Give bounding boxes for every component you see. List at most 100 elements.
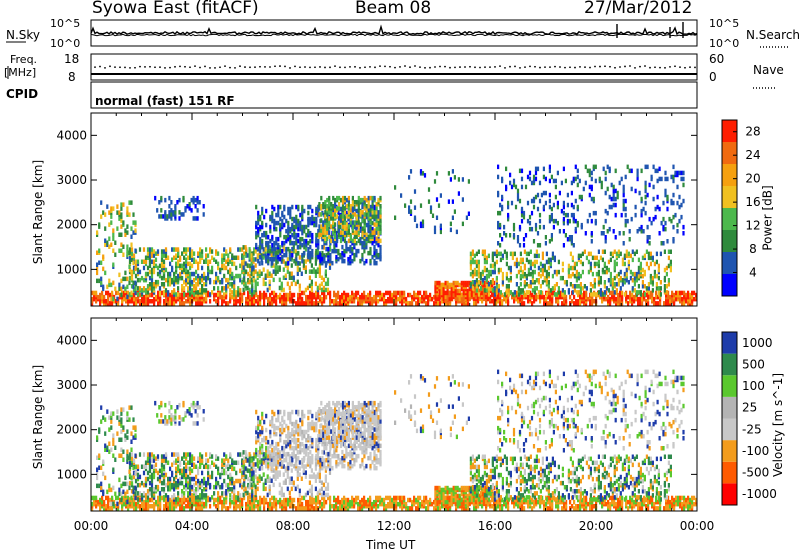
heatmap-cell — [682, 198, 685, 204]
heatmap-cell — [637, 269, 640, 275]
heatmap-cell — [100, 260, 103, 265]
heatmap-cell — [628, 229, 631, 234]
heatmap-cell — [235, 273, 238, 279]
heatmap-cell — [445, 504, 448, 509]
heatmap-cell — [482, 290, 486, 296]
heatmap-cell — [170, 212, 173, 217]
heatmap-cell — [671, 296, 674, 302]
heatmap-cell — [275, 220, 278, 226]
heatmap-cell — [114, 286, 117, 292]
heatmap-cell — [467, 211, 470, 216]
heatmap-cell — [361, 299, 364, 304]
heatmap-cell — [375, 226, 378, 231]
heatmap-cell — [116, 204, 119, 209]
heatmap-cell — [587, 259, 590, 265]
heatmap-cell — [473, 259, 476, 265]
heatmap-cell — [186, 204, 189, 209]
heatmap-cell — [126, 276, 129, 282]
heatmap-cell — [475, 259, 478, 265]
heatmap-cell — [383, 296, 386, 302]
heatmap-cell — [195, 499, 198, 505]
heatmap-cell — [531, 269, 534, 275]
freq-dot — [659, 66, 661, 69]
heatmap-cell — [187, 247, 190, 252]
heatmap-cell — [622, 241, 625, 246]
heatmap-cell — [313, 216, 316, 222]
heatmap-cell — [267, 296, 270, 302]
heatmap-cell — [501, 204, 504, 210]
heatmap-cell — [148, 275, 152, 281]
heatmap-cell — [615, 296, 618, 302]
heatmap-cell — [341, 195, 345, 201]
heatmap-cell — [336, 214, 339, 219]
heatmap-cell — [345, 497, 348, 503]
heatmap-cell — [357, 226, 360, 231]
heatmap-cell — [655, 251, 658, 257]
heatmap-cell — [634, 188, 637, 194]
heatmap-cell — [438, 280, 441, 286]
freq-dot — [194, 65, 196, 67]
heatmap-cell — [442, 286, 445, 292]
heatmap-cell — [225, 265, 228, 271]
heatmap-cell — [115, 504, 118, 509]
heatmap-cell — [535, 278, 538, 283]
heatmap-cell — [413, 205, 417, 210]
heatmap-cell — [307, 499, 310, 505]
heatmap-cell — [217, 504, 220, 509]
heatmap-cell — [201, 288, 204, 293]
heatmap-cell — [190, 197, 193, 203]
heatmap-cell — [309, 290, 312, 296]
heatmap-cell — [541, 290, 544, 296]
heatmap-cell — [281, 240, 284, 246]
heatmap-cell — [295, 218, 298, 224]
heatmap-cell — [543, 275, 546, 281]
heatmap-cell — [265, 230, 268, 236]
heatmap-cell — [304, 259, 307, 264]
heatmap-cell — [249, 263, 252, 269]
heatmap-cell — [321, 250, 324, 256]
heatmap-cell — [320, 228, 323, 233]
heatmap-cell — [373, 250, 376, 256]
heatmap-cell — [444, 290, 447, 296]
heatmap-cell — [672, 200, 675, 206]
heatmap-cell — [297, 497, 300, 503]
heatmap-cell — [664, 176, 667, 182]
heatmap-cell — [568, 218, 571, 224]
heatmap-cell — [325, 499, 328, 505]
heatmap-cell — [379, 495, 382, 501]
heatmap-cell — [239, 288, 242, 293]
heatmap-cell — [217, 499, 220, 505]
heatmap-cell — [112, 262, 115, 267]
heatmap-cell — [389, 504, 392, 509]
heatmap-cell — [263, 506, 266, 511]
heatmap-cell — [419, 495, 422, 501]
heatmap-cell — [289, 226, 292, 232]
freq-dot — [209, 67, 211, 69]
heatmap-cell — [627, 251, 630, 257]
heatmap-cell — [349, 234, 352, 239]
heatmap-cell — [177, 294, 180, 300]
heatmap-cell — [189, 265, 192, 271]
heatmap-cell — [576, 168, 579, 174]
heatmap-cell — [337, 210, 340, 216]
heatmap-cell — [484, 294, 488, 300]
heatmap-cell — [644, 200, 647, 206]
heatmap-cell — [191, 497, 194, 503]
heatmap-cell — [652, 196, 655, 202]
heatmap-cell — [183, 506, 186, 511]
heatmap-cell — [547, 280, 550, 285]
heatmap-cell — [558, 229, 561, 234]
heatmap-cell — [657, 263, 660, 269]
heatmap-cell — [635, 271, 638, 277]
heatmap-cell — [622, 198, 625, 204]
heatmap-cell — [610, 196, 613, 202]
heatmap-cell — [609, 290, 612, 296]
heatmap-cell — [283, 234, 286, 240]
heatmap-cell — [273, 495, 276, 501]
heatmap-cell — [444, 280, 447, 286]
heatmap-cell — [254, 257, 257, 262]
heatmap-cell — [233, 288, 236, 293]
heatmap-cell — [315, 256, 318, 262]
heatmap-cell — [248, 247, 251, 252]
freq-dot — [514, 65, 516, 68]
